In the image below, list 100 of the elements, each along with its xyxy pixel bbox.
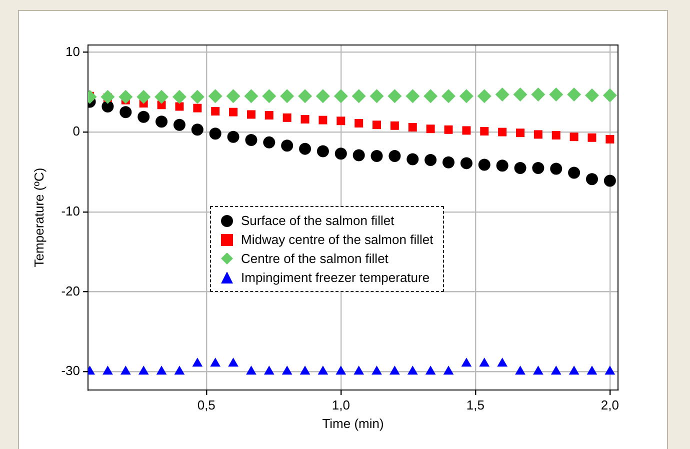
- point: [443, 366, 454, 375]
- point: [118, 90, 133, 104]
- point: [227, 130, 240, 143]
- point: [174, 366, 185, 375]
- point: [550, 162, 562, 175]
- point: [480, 127, 489, 136]
- y-tick-label: 10: [66, 44, 80, 59]
- point: [102, 366, 113, 375]
- point: [173, 118, 186, 131]
- point: [281, 140, 294, 152]
- point: [192, 358, 203, 367]
- x-tick-label: 0,5: [197, 397, 216, 412]
- point: [442, 89, 456, 104]
- point: [246, 110, 256, 119]
- point: [424, 89, 438, 104]
- legend-label: Impingiment freezer temperature: [241, 270, 430, 285]
- point: [424, 154, 437, 166]
- point: [604, 174, 616, 187]
- point: [531, 88, 546, 102]
- point: [226, 89, 240, 104]
- point: [262, 89, 276, 104]
- y-tick-label: -20: [61, 283, 80, 298]
- y-tick-label: 0: [72, 124, 80, 139]
- point: [228, 358, 238, 367]
- point: [408, 123, 417, 132]
- point: [516, 128, 524, 138]
- point: [461, 358, 472, 367]
- point: [190, 90, 204, 104]
- point: [245, 134, 258, 146]
- point: [138, 366, 149, 375]
- point: [460, 157, 472, 170]
- point: [264, 366, 274, 375]
- point: [586, 173, 598, 186]
- legend-label: Midway centre of the salmon fillet: [241, 232, 434, 247]
- point: [425, 366, 436, 375]
- point: [282, 113, 292, 122]
- point: [352, 149, 365, 162]
- point: [138, 110, 150, 123]
- point: [479, 358, 490, 367]
- point: [588, 133, 596, 142]
- point: [444, 125, 453, 134]
- point: [567, 88, 582, 102]
- point: [388, 150, 401, 162]
- point: [136, 90, 151, 104]
- y-axis-title: Temperature (ºC): [31, 168, 46, 268]
- point: [263, 136, 276, 148]
- point: [459, 89, 474, 104]
- point: [210, 358, 221, 367]
- point: [318, 116, 328, 124]
- point: [388, 89, 402, 104]
- x-tick-label: 2,0: [600, 397, 619, 412]
- y-tick-label: -10: [61, 203, 80, 218]
- point: [208, 89, 222, 104]
- point: [100, 90, 115, 104]
- point: [172, 90, 186, 104]
- point: [336, 366, 346, 375]
- point: [406, 89, 420, 104]
- point: [336, 116, 346, 126]
- point: [552, 131, 560, 140]
- point: [372, 120, 381, 130]
- point: [514, 162, 526, 174]
- point: [477, 89, 492, 104]
- point: [602, 88, 617, 102]
- point: [606, 134, 614, 144]
- point: [354, 366, 364, 375]
- point: [352, 89, 366, 104]
- point: [496, 160, 508, 172]
- point: [515, 366, 526, 375]
- point: [586, 366, 598, 375]
- point: [175, 102, 184, 111]
- point: [462, 126, 471, 135]
- point: [495, 88, 510, 102]
- point: [568, 166, 580, 179]
- point: [299, 142, 312, 155]
- legend-label: Centre of the salmon fillet: [241, 251, 388, 266]
- point: [191, 124, 204, 136]
- point: [570, 132, 578, 142]
- point: [211, 107, 220, 116]
- y-tick-label: -30: [61, 363, 80, 378]
- x-tick-label: 1,5: [466, 397, 484, 412]
- point: [534, 130, 542, 139]
- point: [298, 89, 312, 104]
- point: [334, 89, 348, 104]
- point: [229, 108, 238, 116]
- point: [244, 89, 258, 104]
- point: [354, 119, 364, 128]
- point: [532, 366, 544, 375]
- point: [370, 150, 383, 162]
- point: [390, 121, 399, 130]
- point: [390, 366, 400, 375]
- point: [334, 148, 347, 160]
- point: [426, 124, 435, 134]
- point: [604, 366, 616, 375]
- point: [282, 366, 292, 375]
- point: [318, 366, 328, 375]
- point: [497, 358, 508, 367]
- point: [264, 111, 274, 120]
- point: [156, 366, 167, 375]
- x-tick-label: 1,0: [332, 397, 350, 412]
- legend-label: Surface of the salmon fillet: [241, 213, 394, 228]
